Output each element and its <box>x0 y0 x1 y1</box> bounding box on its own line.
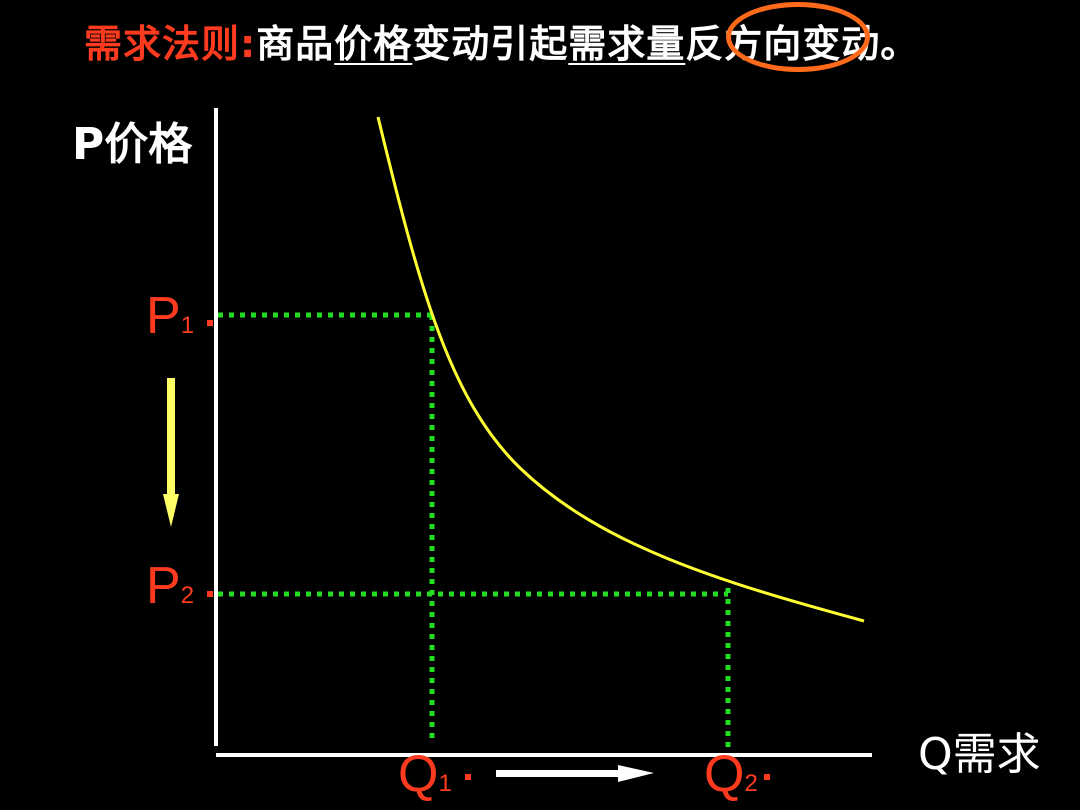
title-part-price: 价格 <box>334 22 413 66</box>
q2-letter: Q <box>704 745 745 803</box>
q2-tick-mark <box>764 774 770 780</box>
p1-tick-mark <box>207 320 213 326</box>
quantity-increase-arrow <box>496 765 654 782</box>
q1-label: Q1 <box>398 748 452 800</box>
q1-letter: Q <box>398 745 439 803</box>
p1-label: P1 <box>146 290 194 342</box>
p2-subscript: 2 <box>180 582 195 609</box>
p1-subscript: 1 <box>180 312 195 339</box>
price-decrease-arrow <box>163 378 179 527</box>
slide-title: 需求法则:商品价格变动引起需求量反方向变动。 <box>84 14 919 74</box>
p2-label: P2 <box>146 560 194 612</box>
title-part-quantity-demanded: 需求量 <box>568 22 686 66</box>
title-part-goods: 商品 <box>256 22 335 66</box>
p2-tick-mark <box>207 591 213 597</box>
law-name: 需求法则 <box>84 22 241 66</box>
x-axis-label: Q需求 <box>918 729 1041 780</box>
demand-curve <box>376 116 865 623</box>
q2-subscript: 2 <box>744 770 758 797</box>
title-part-change-causes: 变动引起 <box>412 22 569 66</box>
highlight-ring <box>726 2 870 72</box>
p1-letter: P <box>146 287 181 345</box>
q2-label: Q2 <box>704 748 758 800</box>
y-axis-label: P价格 <box>72 119 193 170</box>
q1-subscript: 1 <box>438 770 452 797</box>
title-colon: : <box>240 22 257 66</box>
p2-letter: P <box>146 557 181 615</box>
q1-tick-mark <box>465 774 471 780</box>
